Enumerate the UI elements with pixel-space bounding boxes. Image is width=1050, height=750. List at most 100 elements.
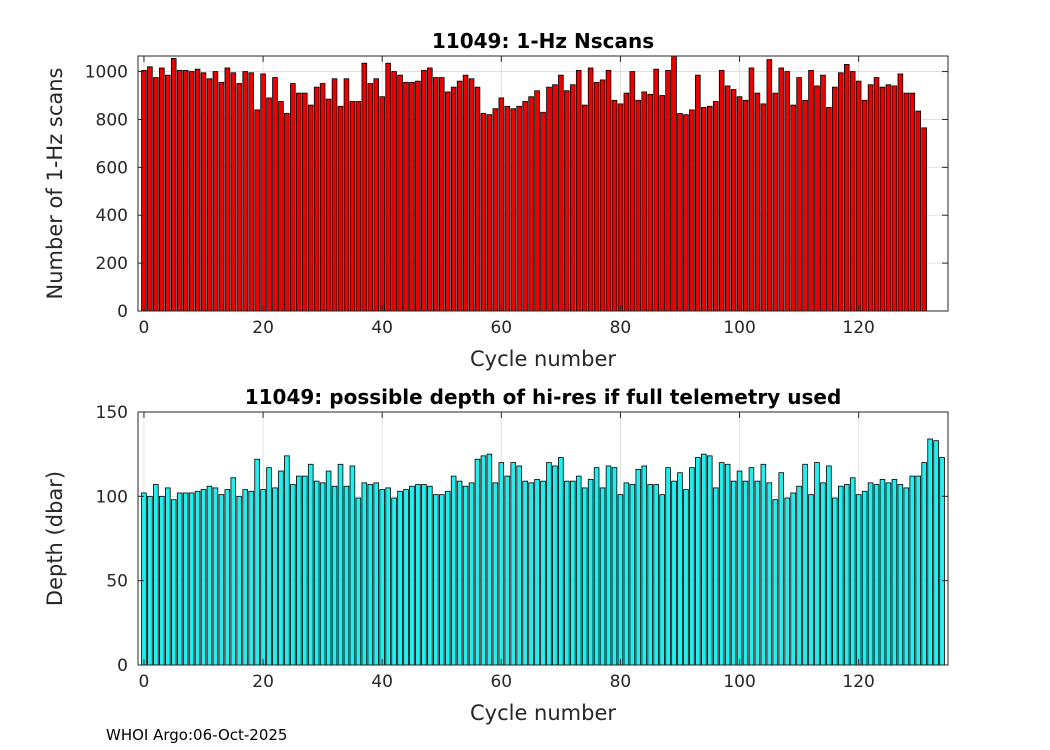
bar — [528, 96, 534, 312]
bar — [218, 494, 225, 666]
bar — [558, 74, 564, 312]
bar — [343, 485, 350, 666]
bar — [337, 463, 344, 666]
bar — [176, 69, 183, 312]
bar — [689, 467, 695, 666]
bar — [647, 484, 653, 666]
bar — [301, 475, 308, 666]
bar — [504, 475, 511, 666]
bar — [176, 492, 183, 666]
bar — [331, 485, 338, 666]
bar — [343, 78, 350, 312]
bar — [832, 497, 838, 666]
bar — [147, 495, 153, 666]
bar — [826, 107, 832, 312]
bar — [313, 480, 320, 666]
bar — [635, 468, 642, 666]
bar — [319, 83, 326, 312]
bar — [611, 467, 618, 666]
bar — [736, 96, 743, 312]
bar — [564, 90, 570, 312]
bar — [706, 105, 713, 312]
bar — [468, 78, 475, 312]
bar — [718, 462, 725, 666]
bar — [575, 69, 582, 312]
bar — [724, 463, 731, 666]
bar — [194, 68, 201, 312]
bar — [266, 97, 272, 312]
bar — [200, 72, 207, 312]
bar — [421, 484, 427, 666]
bar — [230, 72, 237, 312]
bar — [885, 482, 892, 666]
x-axis-label: Cycle number — [470, 347, 616, 371]
bar — [843, 63, 850, 312]
bar — [504, 105, 511, 312]
bar — [284, 113, 290, 312]
bar — [367, 83, 374, 312]
bar — [325, 470, 332, 666]
bar — [194, 490, 201, 666]
bar — [897, 73, 904, 312]
bar — [599, 79, 606, 312]
y-tick-label: 150 — [96, 403, 128, 423]
bar — [647, 93, 653, 312]
bar — [748, 67, 755, 312]
x-tick-label: 60 — [490, 318, 512, 338]
x-tick-label: 100 — [723, 672, 755, 692]
bar — [754, 92, 761, 312]
x-tick-label: 40 — [371, 318, 393, 338]
bar — [826, 465, 832, 666]
bar — [301, 92, 308, 312]
bar — [730, 480, 737, 666]
bar — [415, 80, 421, 312]
bar — [462, 74, 469, 312]
bar — [260, 73, 266, 312]
bar — [599, 487, 606, 666]
bar — [849, 71, 856, 312]
bar — [284, 455, 290, 666]
bar — [575, 475, 582, 666]
bar — [153, 77, 159, 312]
bar — [367, 484, 374, 666]
bar — [319, 482, 326, 666]
bar — [683, 114, 689, 312]
bar — [611, 99, 618, 312]
bar — [182, 492, 189, 666]
bar — [278, 101, 284, 312]
bar — [236, 83, 243, 312]
bar — [570, 84, 576, 312]
bar — [778, 472, 785, 666]
bar — [385, 487, 391, 666]
bar — [897, 484, 904, 666]
bar — [438, 77, 445, 312]
bar — [796, 77, 802, 312]
axes-frame — [137, 411, 949, 666]
bar — [385, 62, 391, 312]
bar — [373, 78, 380, 312]
bar — [790, 492, 796, 666]
footer-credit: WHOI Argo:06-Oct-2025 — [106, 726, 288, 744]
bar — [242, 71, 248, 312]
bar — [766, 59, 773, 312]
bar — [164, 74, 171, 312]
bar — [498, 462, 505, 666]
bar — [581, 487, 588, 666]
bar — [230, 477, 237, 666]
bar — [861, 99, 868, 312]
bar — [909, 475, 916, 666]
bar — [450, 86, 457, 312]
bar — [182, 69, 189, 312]
x-tick-label: 60 — [490, 672, 512, 692]
bar — [415, 484, 421, 666]
bar — [760, 463, 767, 666]
bar — [581, 104, 588, 312]
bar — [683, 489, 689, 666]
bar — [909, 92, 916, 312]
bar — [808, 494, 814, 666]
bar — [629, 71, 636, 312]
y-tick-label: 400 — [96, 206, 128, 226]
axes-frame — [137, 55, 949, 312]
bar — [778, 67, 785, 312]
bar — [570, 480, 576, 666]
